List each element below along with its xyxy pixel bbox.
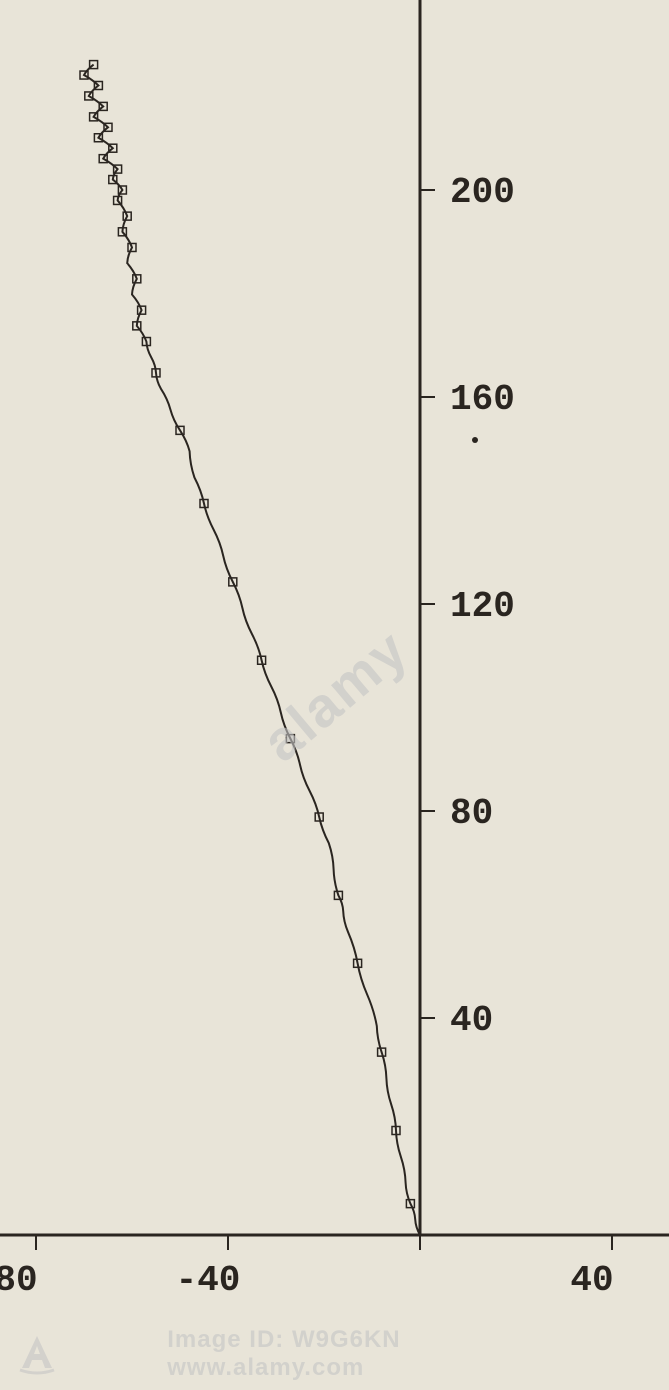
y-tick-label: 120 bbox=[450, 586, 515, 627]
y-tick-label: 40 bbox=[450, 1000, 493, 1041]
watermark-logo-icon bbox=[12, 1328, 62, 1378]
x-tick-label: 80 bbox=[0, 1260, 38, 1301]
watermark-bottom: Image ID: W9G6KN www.alamy.com bbox=[167, 1326, 502, 1382]
y-tick-label: 80 bbox=[450, 793, 493, 834]
watermark-url: www.alamy.com bbox=[167, 1354, 364, 1381]
watermark-id: Image ID: W9G6KN bbox=[167, 1326, 400, 1353]
extra-dot bbox=[472, 437, 478, 443]
x-tick-label: -40 bbox=[176, 1260, 241, 1301]
y-axis-ticks: 200 160 120 80 40 bbox=[420, 172, 515, 1041]
y-tick-label: 160 bbox=[450, 379, 515, 420]
y-tick-label: 200 bbox=[450, 172, 515, 213]
x-axis-ticks: 80 -40 40 bbox=[0, 1235, 614, 1301]
x-tick-label: 40 bbox=[570, 1260, 613, 1301]
